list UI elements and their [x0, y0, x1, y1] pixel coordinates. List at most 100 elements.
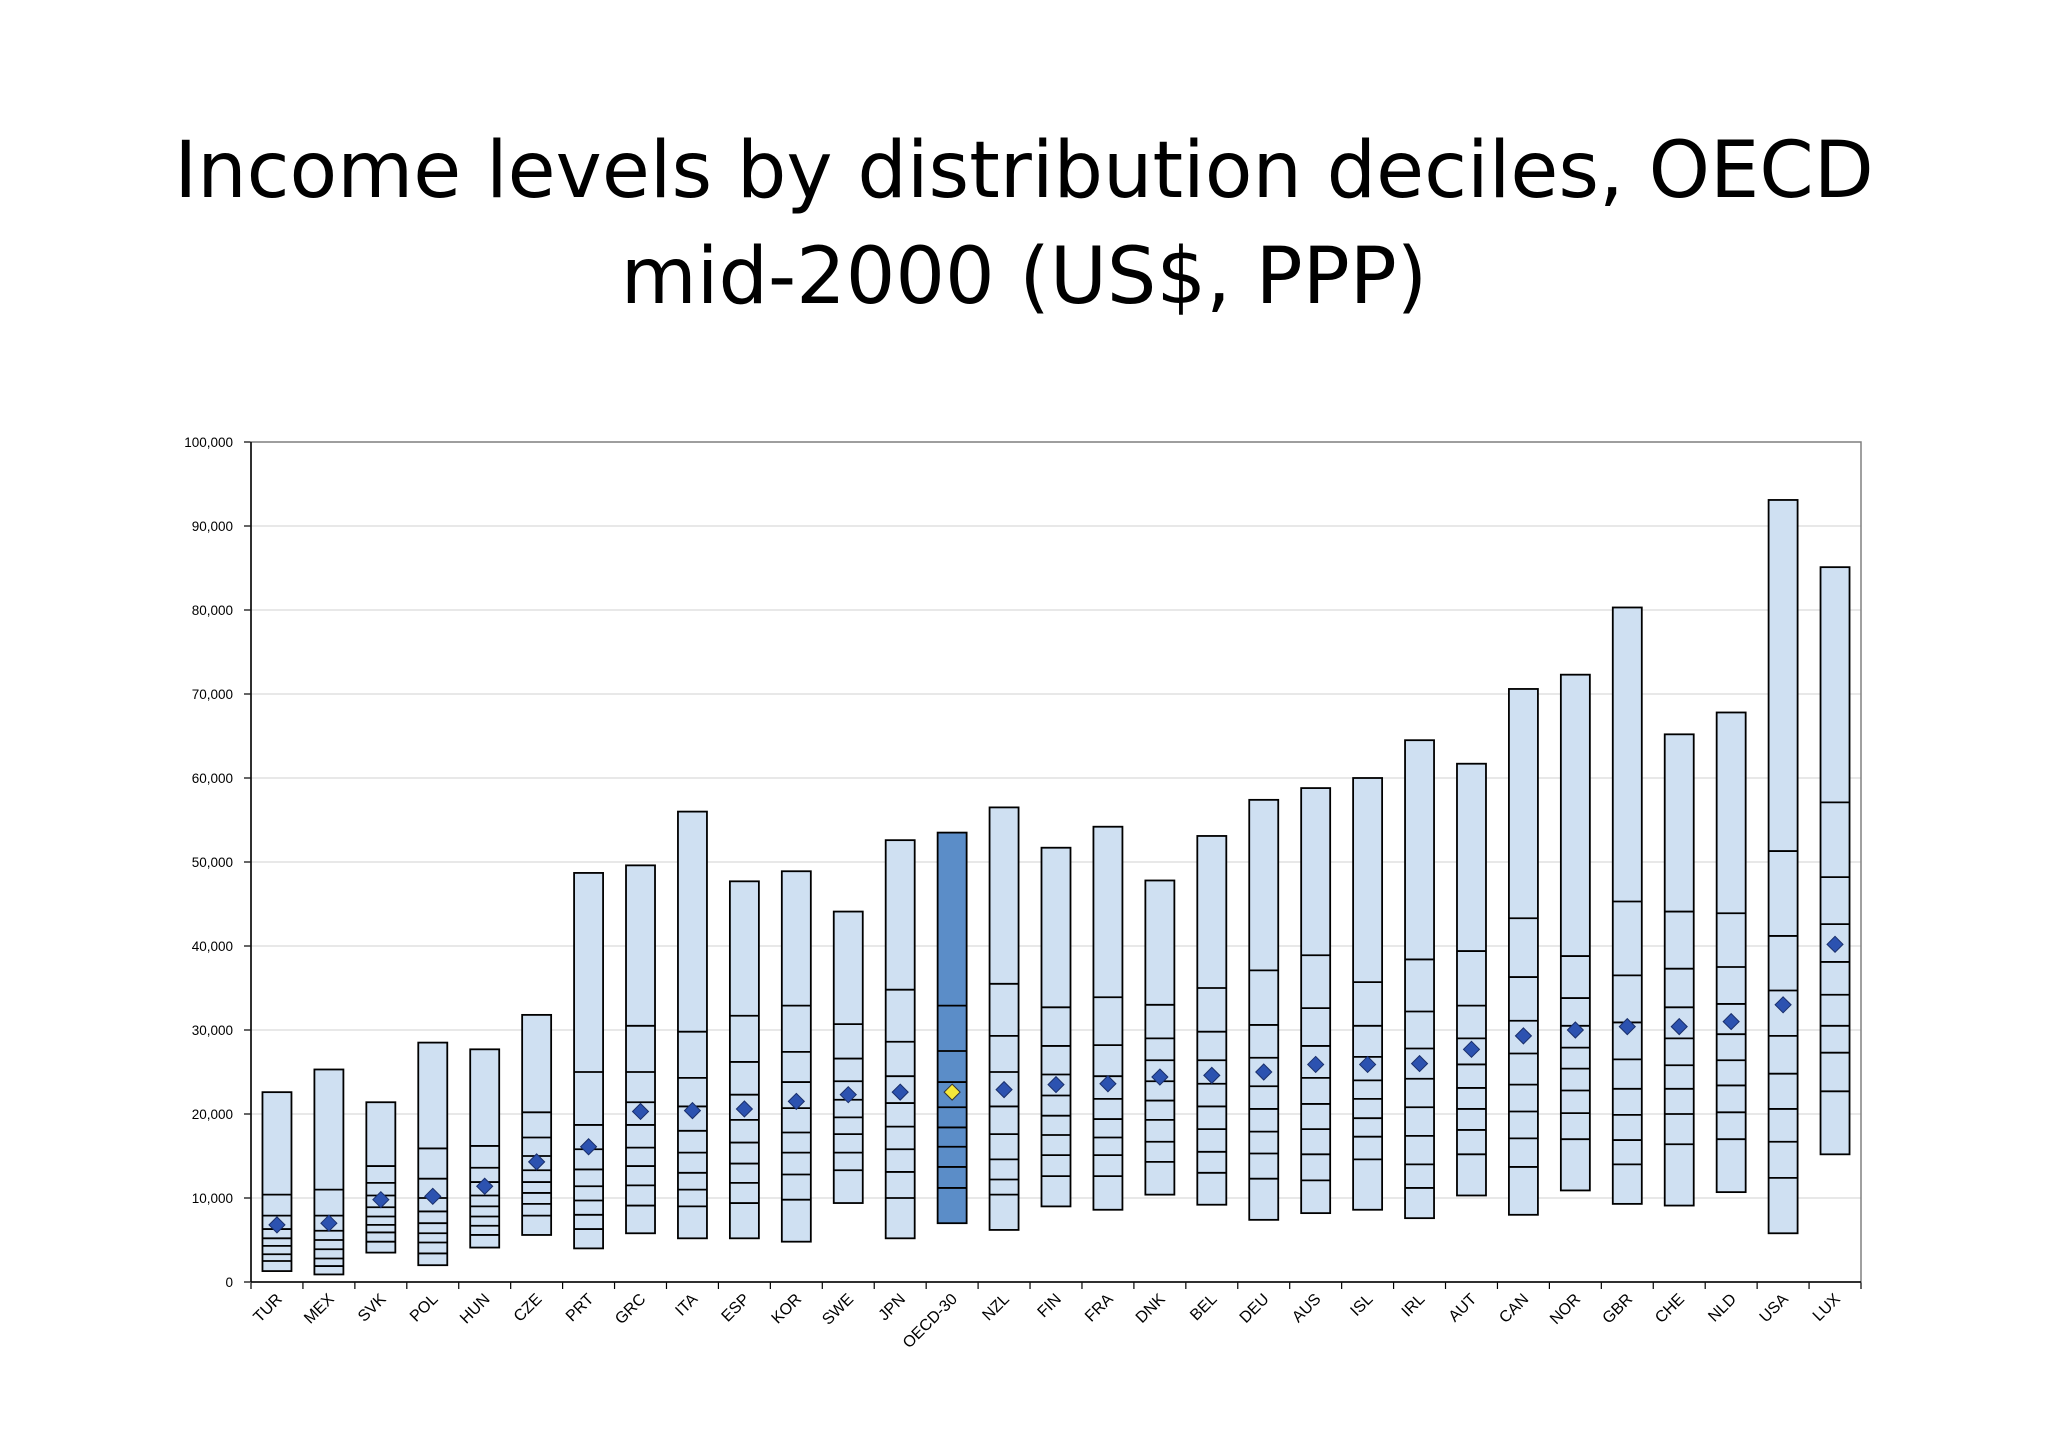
x-category-label: HUN — [457, 1291, 494, 1328]
mean-marker-isl — [1358, 1055, 1377, 1074]
decile-range-box-isl — [1352, 777, 1384, 1211]
x-category-label: KOR — [769, 1291, 806, 1328]
decile-range-box-swe — [832, 910, 864, 1204]
mean-marker-tur — [268, 1216, 286, 1234]
decile-range-box-prt — [573, 872, 604, 1250]
decile-range-box-aut — [1456, 762, 1487, 1197]
x-category-label: JPN — [876, 1291, 909, 1324]
slide-title-line-1: Income levels by distribution deciles, O… — [174, 126, 1874, 216]
mean-marker-svk — [372, 1190, 390, 1209]
x-category-label: MEX — [301, 1291, 338, 1328]
x-category-label: CZE — [511, 1291, 546, 1326]
decile-range-box-gbr — [1611, 606, 1643, 1205]
y-tick-label: 100,000 — [184, 435, 233, 450]
mean-marker-nor — [1566, 1021, 1585, 1039]
y-tick-label: 30,000 — [192, 1023, 233, 1038]
decile-range-box-nzl — [988, 806, 1020, 1231]
decile-range-box-hun — [469, 1048, 501, 1249]
decile-range-box-grc — [625, 864, 656, 1235]
decile-range-box-nor — [1559, 673, 1591, 1192]
mean-marker-fin — [1047, 1075, 1065, 1094]
y-tick-label: 50,000 — [192, 855, 233, 870]
x-category-label: FIN — [1035, 1291, 1065, 1321]
x-category-label: POL — [407, 1291, 442, 1326]
y-tick-label: 90,000 — [192, 519, 233, 534]
mean-marker-lux — [1826, 935, 1844, 954]
mean-marker-oecd-30 — [943, 1083, 961, 1101]
x-category-label: CAN — [1496, 1291, 1532, 1327]
decile-range-box-cze — [521, 1013, 553, 1236]
mean-marker-pol — [424, 1187, 442, 1206]
slide-title: Income levels by distribution deciles, O… — [0, 118, 2048, 330]
y-tick-label: 60,000 — [192, 771, 233, 786]
decile-range-box-kor — [780, 870, 812, 1243]
x-category-label: ESP — [719, 1291, 754, 1326]
x-category-label: ISL — [1347, 1291, 1376, 1320]
mean-marker-esp — [735, 1100, 754, 1118]
mean-marker-nzl — [995, 1080, 1013, 1099]
mean-marker-jpn — [891, 1083, 909, 1101]
mean-marker-grc — [631, 1102, 650, 1121]
mean-marker-cze — [527, 1153, 546, 1171]
x-category-label: SWE — [819, 1291, 857, 1329]
mean-marker-swe — [839, 1085, 857, 1104]
decile-range-box-aus — [1300, 787, 1332, 1215]
x-category-label: SVK — [355, 1291, 390, 1326]
decile-range-box-fra — [1092, 825, 1124, 1211]
x-category-label: CHE — [1652, 1291, 1688, 1327]
y-tick-label: 80,000 — [192, 603, 233, 618]
mean-marker-prt — [579, 1138, 598, 1156]
decile-range-box-bel — [1196, 835, 1228, 1206]
decile-range-box-lux — [1819, 566, 1851, 1156]
decile-range-box-fin — [1040, 846, 1072, 1208]
x-category-label: BEL — [1187, 1291, 1220, 1324]
mean-marker-nld — [1722, 1012, 1740, 1031]
x-category-label: DEU — [1237, 1291, 1273, 1327]
mean-marker-che — [1670, 1017, 1688, 1036]
mean-marker-ita — [683, 1101, 702, 1120]
x-category-label: ITA — [672, 1291, 701, 1320]
mean-marker-irl — [1410, 1054, 1429, 1073]
x-category-label: TUR — [251, 1291, 286, 1326]
mean-marker-bel — [1203, 1066, 1221, 1085]
x-category-label: NZL — [979, 1291, 1012, 1324]
decile-range-box-jpn — [884, 839, 916, 1240]
decile-range-box-ita — [677, 810, 708, 1240]
mean-marker-mex — [320, 1214, 338, 1232]
mean-marker-hun — [476, 1177, 494, 1195]
decile-range-box-usa — [1767, 499, 1799, 1235]
slide-title-line-2: mid-2000 (US$, PPP) — [620, 232, 1428, 322]
x-category-label: AUT — [1446, 1291, 1481, 1326]
x-category-label: LUX — [1810, 1291, 1844, 1325]
x-category-label: NOR — [1547, 1291, 1584, 1328]
decile-range-box-mex — [313, 1068, 345, 1276]
mean-marker-aus — [1306, 1055, 1325, 1074]
y-tick-label: 70,000 — [192, 687, 233, 702]
x-category-label: NLD — [1705, 1291, 1740, 1326]
x-category-label: OECD-30 — [900, 1291, 961, 1352]
y-tick-label: 10,000 — [192, 1191, 233, 1206]
x-category-label: AUS — [1289, 1291, 1324, 1326]
x-category-label: DNK — [1133, 1291, 1169, 1327]
decile-range-box-oecd-30 — [936, 831, 968, 1225]
mean-marker-aut — [1462, 1040, 1481, 1059]
mean-marker-dnk — [1151, 1068, 1169, 1086]
x-category-label: IRL — [1399, 1291, 1429, 1321]
y-tick-label: 20,000 — [192, 1107, 233, 1122]
x-category-label: USA — [1757, 1291, 1793, 1327]
mean-marker-gbr — [1618, 1017, 1636, 1036]
x-category-label: GBR — [1600, 1291, 1637, 1328]
decile-range-box-nld — [1715, 711, 1747, 1194]
decile-range-box-esp — [728, 880, 760, 1240]
decile-range-box-deu — [1248, 798, 1280, 1221]
decile-range-box-can — [1508, 688, 1539, 1216]
mean-marker-deu — [1255, 1063, 1273, 1081]
decile-range-box-svk — [365, 1101, 397, 1254]
x-category-label: FRA — [1082, 1291, 1117, 1326]
mean-marker-can — [1514, 1027, 1533, 1045]
x-category-label: GRC — [612, 1291, 649, 1328]
decile-range-box-che — [1663, 733, 1695, 1207]
decile-range-box-irl — [1404, 739, 1435, 1220]
decile-range-box-tur — [261, 1091, 293, 1272]
